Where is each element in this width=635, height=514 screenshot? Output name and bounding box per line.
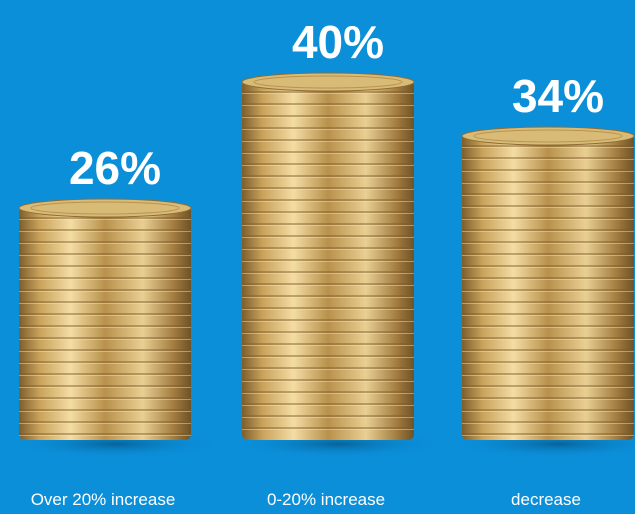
value-label: 34%	[512, 70, 604, 122]
coin-top-inner	[30, 201, 180, 215]
value-label: 40%	[292, 16, 384, 68]
bar	[462, 134, 634, 440]
value-label: 26%	[69, 142, 161, 194]
bar	[19, 206, 191, 440]
coin-top-inner	[473, 129, 623, 143]
category-label: Over 20% increase	[31, 490, 176, 509]
coin-top-inner	[253, 75, 403, 89]
category-label: 0-20% increase	[267, 490, 385, 509]
category-label: decrease	[511, 490, 581, 509]
